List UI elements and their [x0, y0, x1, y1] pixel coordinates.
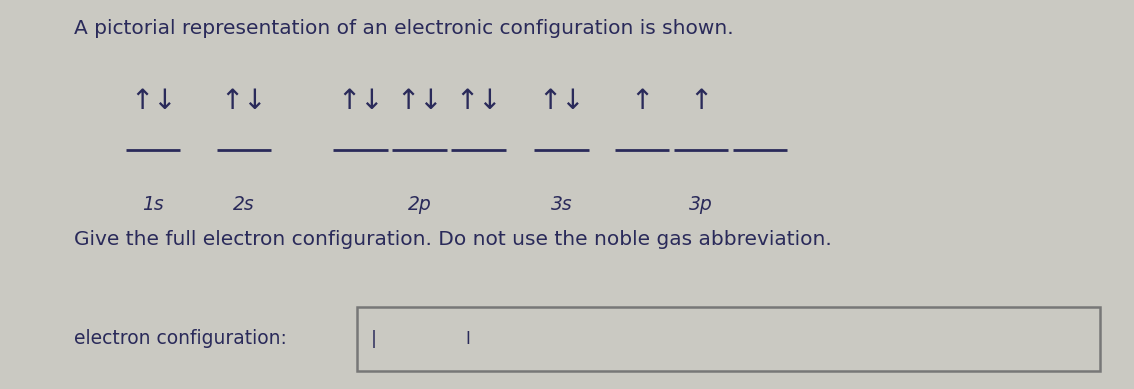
Text: |: | [371, 330, 376, 349]
Text: A pictorial representation of an electronic configuration is shown.: A pictorial representation of an electro… [74, 19, 734, 39]
Text: ↑↓: ↑↓ [396, 87, 443, 115]
Text: I: I [465, 330, 469, 349]
Text: ↑↓: ↑↓ [220, 87, 268, 115]
Text: 2p: 2p [408, 194, 431, 214]
Text: ↑↓: ↑↓ [129, 87, 177, 115]
FancyBboxPatch shape [357, 307, 1100, 371]
Text: Give the full electron configuration. Do not use the noble gas abbreviation.: Give the full electron configuration. Do… [74, 230, 831, 249]
Text: 1s: 1s [142, 194, 164, 214]
Text: ↑: ↑ [631, 87, 653, 115]
Text: 3p: 3p [689, 194, 712, 214]
Text: ↑: ↑ [689, 87, 712, 115]
Text: ↑↓: ↑↓ [455, 87, 502, 115]
Text: ↑↓: ↑↓ [538, 87, 585, 115]
Text: 2s: 2s [232, 194, 255, 214]
Text: ↑↓: ↑↓ [337, 87, 384, 115]
Text: 3s: 3s [550, 194, 573, 214]
Text: electron configuration:: electron configuration: [74, 329, 287, 348]
